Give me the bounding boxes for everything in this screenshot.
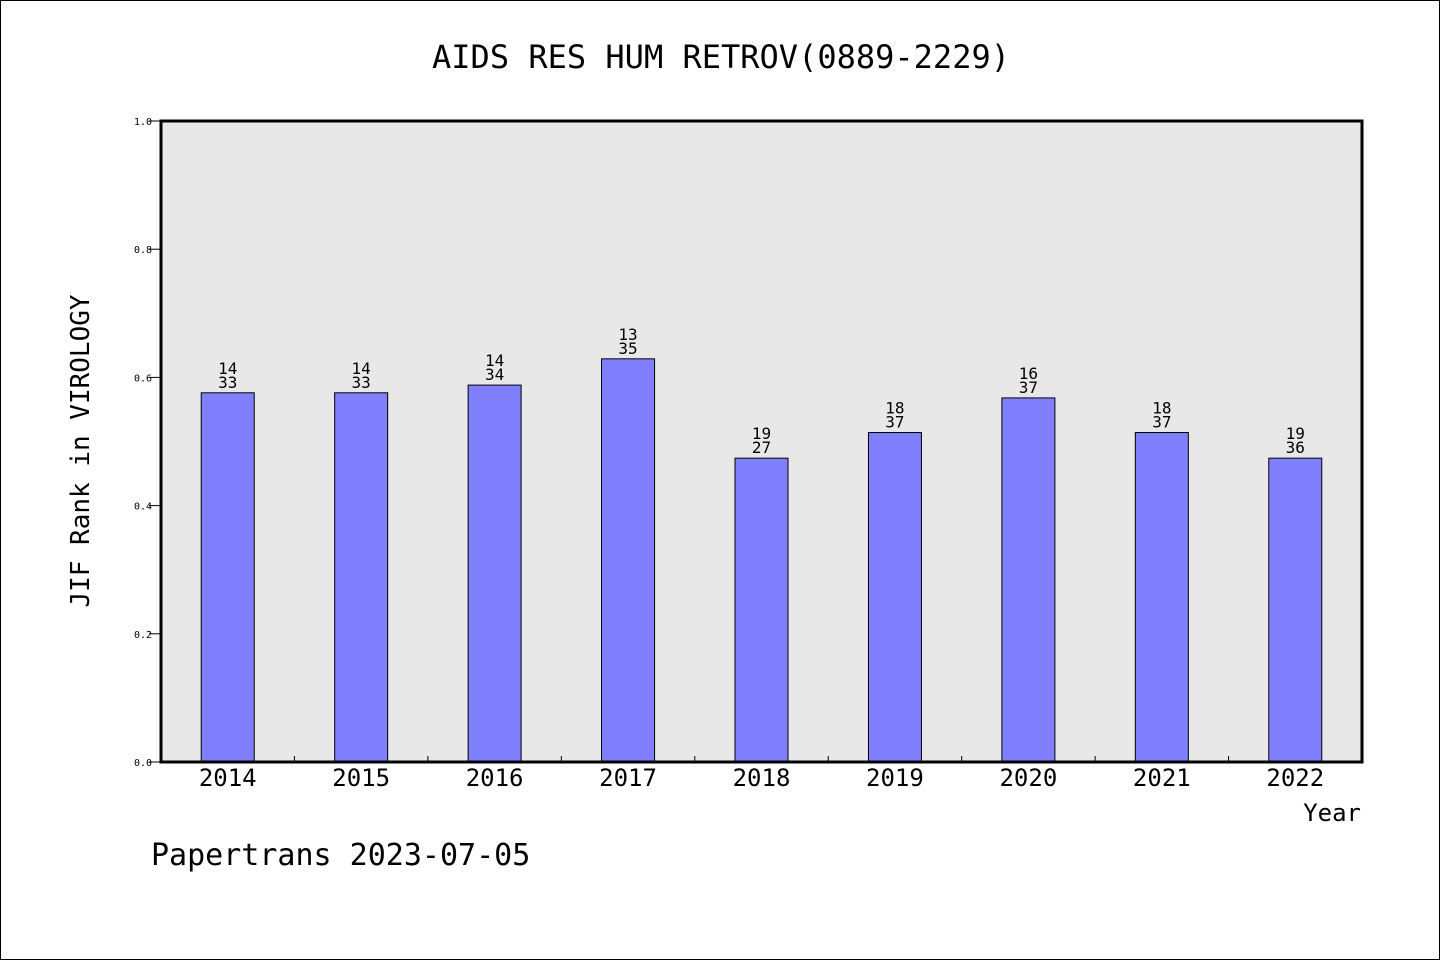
y-axis-label: JIF Rank in VIROLOGY (66, 294, 96, 607)
x-tick-label: 2017 (599, 764, 657, 792)
bar-label-bottom: 33 (218, 373, 237, 392)
bar-label-bottom: 27 (752, 438, 771, 457)
x-axis: 2014 2015 2016 2017 2018 2019 2020 2021 2022 (199, 756, 1324, 792)
bar (601, 358, 656, 763)
bar (334, 392, 389, 763)
bar-label-top: 16 (1019, 364, 1038, 383)
bar-label-top: 13 (618, 325, 637, 344)
bar (1268, 457, 1323, 763)
y-tick-label: 0.2 (134, 630, 152, 641)
bar (1134, 432, 1189, 763)
bar-label-top: 19 (1286, 424, 1305, 443)
bar (200, 392, 255, 763)
x-tick-label: 2022 (1266, 764, 1324, 792)
y-tick-label: 0.4 (134, 502, 152, 513)
bar (1001, 397, 1056, 763)
x-tick-label: 2018 (733, 764, 791, 792)
bar-label-bottom: 37 (885, 413, 904, 432)
x-tick-label: 2019 (866, 764, 924, 792)
y-tick-label: 0.8 (134, 245, 152, 256)
plot-frame (159, 119, 1364, 764)
x-tick-label: 2021 (1133, 764, 1191, 792)
bar-label-top: 18 (1152, 399, 1171, 418)
bar-label-top: 18 (885, 399, 904, 418)
bar-label-bottom: 37 (1152, 413, 1171, 432)
bar-label-bottom: 34 (485, 365, 504, 384)
bar-label-bottom: 33 (352, 373, 371, 392)
bars-group (200, 358, 1323, 763)
y-tick-label: 0.0 (134, 758, 152, 769)
bar-label-bottom: 35 (618, 339, 637, 358)
bar-label-bottom: 37 (1019, 378, 1038, 397)
bar (734, 457, 789, 763)
y-axis: 0.0 0.2 0.4 0.6 0.8 1.0 (134, 117, 161, 769)
bar-label-bottom: 36 (1286, 438, 1305, 457)
bar-label-top: 14 (218, 359, 237, 378)
chart-title: AIDS RES HUM RETROV(0889-2229) (432, 38, 1010, 76)
bar-label-top: 14 (352, 359, 371, 378)
y-tick-label: 1.0 (134, 117, 152, 128)
x-axis-label: Year (1303, 799, 1361, 827)
bar (467, 384, 522, 763)
footer-text: Papertrans 2023-07-05 (151, 838, 530, 873)
bar-label-top: 14 (485, 351, 504, 370)
x-tick-label: 2016 (466, 764, 524, 792)
bar (867, 432, 922, 763)
y-tick-label: 0.6 (134, 373, 152, 384)
x-tick-label: 2020 (999, 764, 1057, 792)
bar-label-top: 19 (752, 424, 771, 443)
x-tick-label: 2015 (332, 764, 390, 792)
x-tick-label: 2014 (199, 764, 257, 792)
